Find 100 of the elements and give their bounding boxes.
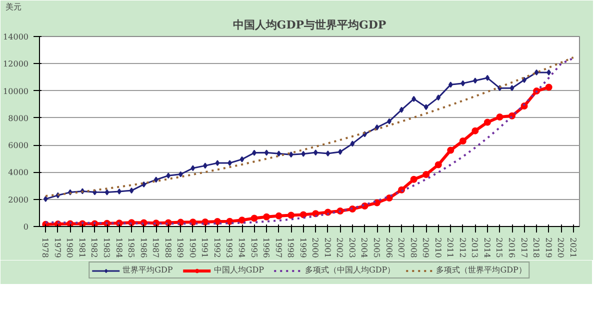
x-tick-label: 2013 [470, 238, 480, 258]
y-tick-label: 0 [23, 222, 29, 232]
x-tick-label: 1986 [138, 238, 148, 258]
point [238, 216, 246, 224]
x-tick-label: 2004 [360, 238, 369, 258]
x-tick-label: 1987 [151, 238, 160, 258]
point [485, 74, 490, 81]
x-tick-label: 1988 [163, 238, 172, 258]
x-tick-label: 1984 [114, 238, 124, 258]
y-tick-label: 8000 [8, 114, 28, 123]
x-tick-label: 2010 [433, 238, 442, 258]
x-tick-label: 1999 [298, 238, 308, 258]
point [484, 118, 491, 126]
y-tick-label: 4000 [8, 168, 28, 178]
x-tick-label: 2011 [446, 238, 455, 258]
point [472, 127, 479, 134]
point [129, 188, 134, 194]
x-tick-label: 1995 [249, 238, 258, 258]
point [410, 176, 418, 183]
point [422, 171, 430, 178]
x-tick-label: 2007 [396, 238, 406, 258]
point [313, 150, 318, 156]
x-tick-label: 1998 [286, 238, 296, 258]
point [166, 172, 171, 179]
point [312, 210, 320, 218]
chart-title: 中国人均GDP与世界平均GDP [232, 18, 386, 32]
x-tick-label: 1996 [262, 238, 271, 258]
x-tick-label: 1978 [40, 238, 50, 258]
x-tick-label: 1994 [237, 238, 246, 258]
y-axis-title: 美元 [6, 2, 22, 12]
x-tick-label: 2019 [544, 238, 553, 258]
x-tick-label: 1989 [176, 238, 185, 258]
point [104, 189, 110, 196]
point [460, 80, 466, 86]
x-tick-label: 2014 [482, 238, 492, 258]
x-tick-label: 2009 [421, 238, 430, 258]
legend-label: 中国人均GDP [214, 264, 264, 276]
x-tick-label: 1982 [90, 238, 99, 258]
x-tick-label: 2018 [532, 238, 541, 258]
point [374, 124, 380, 130]
x-tick-label: 2003 [347, 238, 356, 258]
point [386, 194, 393, 202]
point [190, 165, 196, 172]
point [434, 161, 442, 168]
x-tick-label: 1997 [274, 238, 283, 258]
point [448, 82, 453, 88]
x-tick-label: 1979 [52, 238, 62, 258]
x-tick-label: 2005 [372, 238, 381, 258]
point [263, 213, 270, 220]
legend-label: 多项式（中国人均GDP） [305, 264, 396, 276]
y-tick-label: 6000 [8, 141, 28, 150]
x-tick-label: 2021 [568, 238, 578, 258]
x-tick-label: 2020 [556, 238, 566, 258]
x-tick-label: 2017 [519, 238, 528, 258]
point [288, 212, 295, 219]
point [214, 218, 221, 225]
point [459, 138, 466, 144]
x-tick-label: 2012 [458, 238, 467, 258]
x-tick-label: 1992 [212, 238, 222, 258]
point [374, 199, 380, 206]
point [215, 160, 220, 166]
x-tick-label: 2008 [408, 238, 418, 258]
point [496, 113, 504, 120]
point [154, 176, 158, 183]
point [288, 152, 294, 158]
x-tick-label: 2015 [494, 238, 504, 258]
point [510, 85, 514, 92]
x-tick-label: 1983 [102, 238, 111, 258]
point [43, 196, 48, 202]
point [264, 150, 269, 156]
point [178, 171, 183, 178]
point [447, 146, 454, 154]
point [301, 150, 306, 157]
x-tick-label: 1993 [224, 238, 234, 258]
y-tick-label: 12000 [3, 60, 29, 69]
y-tick-label: 2000 [8, 195, 28, 204]
x-tick-label: 1981 [77, 238, 86, 258]
point [534, 69, 539, 76]
point [424, 104, 428, 110]
point [250, 214, 258, 222]
y-tick-label: 14000 [3, 32, 29, 42]
x-tick-label: 1991 [200, 238, 210, 258]
x-tick-label: 2001 [322, 238, 332, 258]
x-tick-label: 2002 [335, 238, 344, 258]
legend-label: 世界平均GDP [122, 264, 173, 276]
point [326, 150, 330, 156]
point [436, 94, 441, 101]
x-tick-label: 2016 [507, 238, 516, 258]
x-tick-label: 1990 [188, 238, 197, 258]
point [545, 84, 552, 91]
x-tick-label: 2006 [384, 238, 394, 258]
x-tick-label: 1985 [126, 238, 136, 258]
point [275, 212, 282, 220]
point [300, 211, 307, 218]
x-tick-label: 1980 [65, 238, 74, 258]
x-tick-label: 2000 [310, 238, 320, 258]
y-tick-label: 10000 [3, 86, 29, 96]
legend-label: 多项式（世界平均GDP） [436, 264, 526, 276]
point [240, 156, 244, 162]
point [350, 140, 355, 147]
